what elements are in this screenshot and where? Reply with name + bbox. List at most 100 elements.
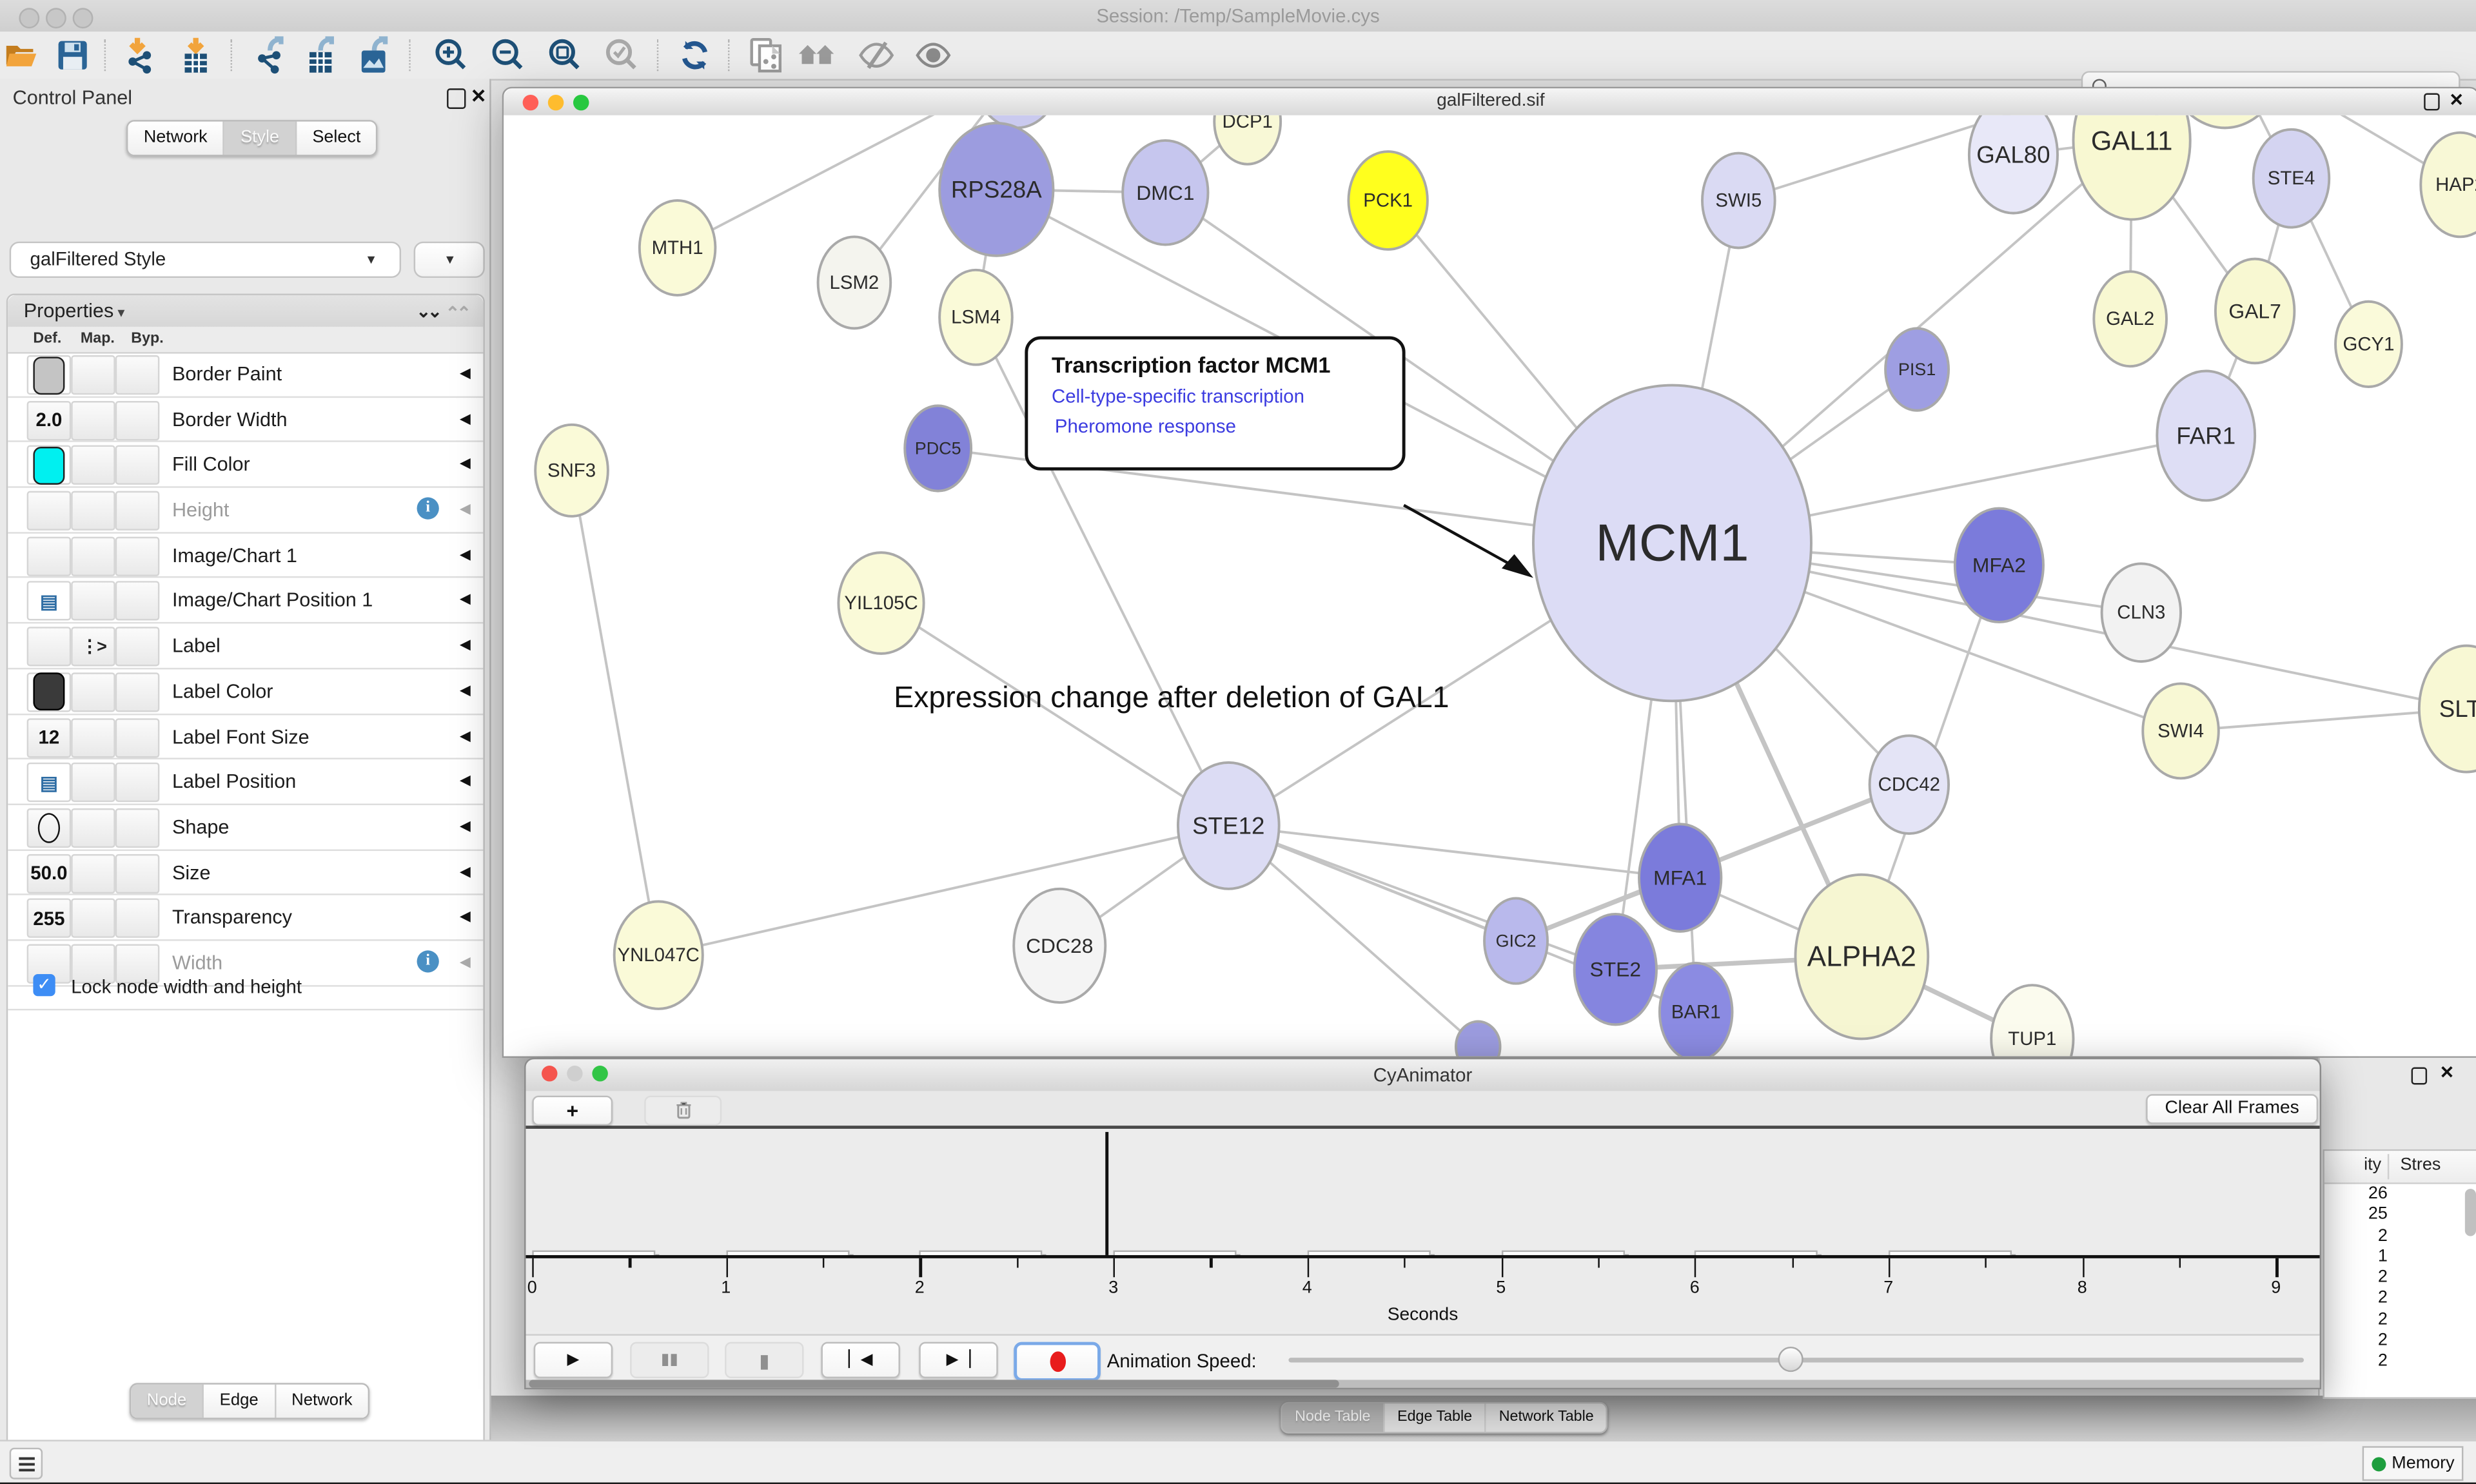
property-cell[interactable]: ▤: [26, 763, 72, 803]
cyanimator-titlebar[interactable]: CyAnimator: [526, 1059, 2320, 1093]
expand-property-icon[interactable]: ◀: [459, 681, 471, 698]
property-row[interactable]: Border Paint ◀: [8, 352, 484, 398]
property-cell[interactable]: [115, 400, 160, 440]
property-row[interactable]: Label Color ◀: [8, 669, 484, 715]
show-all-houses-icon[interactable]: [798, 36, 836, 74]
property-cell[interactable]: [115, 899, 160, 939]
table-rows[interactable]: 26 25 2 1 2 2 2 2 2: [2324, 1184, 2476, 1373]
playhead[interactable]: [1105, 1131, 1108, 1255]
property-cell[interactable]: [115, 853, 160, 893]
property-cell[interactable]: 2.0: [26, 400, 72, 440]
add-frame-button[interactable]: +: [532, 1095, 613, 1125]
refresh-icon[interactable]: [676, 36, 714, 74]
property-cell[interactable]: [71, 672, 115, 712]
export-image-icon[interactable]: [355, 36, 393, 74]
property-cell[interactable]: [115, 491, 160, 531]
edge-STE12-YNL047C[interactable]: [658, 824, 1229, 957]
edge-STE12-STE2[interactable]: [1228, 824, 1616, 971]
property-row[interactable]: Image/Chart 1 ◀: [8, 533, 484, 579]
close-panel-icon[interactable]: ✕: [470, 85, 487, 108]
show-selected-eye-icon[interactable]: [914, 36, 952, 74]
property-row[interactable]: ⋮> Label ◀: [8, 624, 484, 669]
property-row[interactable]: ▤ Image/Chart Position 1 ◀: [8, 578, 484, 624]
table-cell-value[interactable]: 2: [2377, 1289, 2388, 1308]
node-TUP1[interactable]: [1990, 984, 2075, 1057]
property-cell[interactable]: [71, 944, 115, 984]
node-RPS28A[interactable]: [938, 122, 1055, 257]
play-button[interactable]: ▶: [533, 1342, 613, 1378]
node-MFA1[interactable]: [1638, 823, 1723, 933]
hide-selected-eye-slash-icon[interactable]: [858, 36, 896, 74]
table-cell-value[interactable]: 2: [2377, 1310, 2388, 1329]
property-cell[interactable]: [71, 491, 115, 531]
timeline-scrollbar-thumb[interactable]: [529, 1380, 1339, 1388]
close-panel-icon[interactable]: ✕: [2439, 1064, 2455, 1084]
property-cell[interactable]: [71, 853, 115, 893]
node-PIS1[interactable]: [1884, 327, 1950, 412]
properties-header[interactable]: Properties ⌄⌄ ⌄⌄: [8, 295, 484, 329]
zoom-in-icon[interactable]: [433, 36, 471, 74]
minimize-icon[interactable]: [547, 93, 564, 110]
edge-ty-HAP2[interactable]: [2225, 115, 2461, 186]
timeline-scrollbar[interactable]: [526, 1380, 2320, 1388]
property-cell[interactable]: [71, 400, 115, 440]
status-menu-button[interactable]: [9, 1447, 43, 1479]
edge-STE12-YIL105C[interactable]: [880, 601, 1230, 827]
record-button[interactable]: [1014, 1342, 1101, 1381]
maximize-icon[interactable]: [573, 93, 589, 110]
import-network-icon[interactable]: [123, 36, 161, 74]
node-LSM4[interactable]: [938, 268, 1014, 366]
table-cell-value[interactable]: 2: [2377, 1267, 2388, 1287]
property-cell[interactable]: [115, 355, 160, 395]
expand-property-icon[interactable]: ◀: [459, 908, 471, 924]
close-view-icon[interactable]: ✕: [2449, 92, 2464, 111]
node-SLT2[interactable]: [2417, 644, 2476, 774]
table-cell-value[interactable]: 2: [2377, 1225, 2388, 1245]
property-row[interactable]: ▤ Label Position ◀: [8, 759, 484, 805]
property-cell[interactable]: [26, 808, 72, 848]
expand-all-icon[interactable]: ⌄⌄: [416, 303, 442, 322]
close-icon[interactable]: [522, 93, 539, 110]
tab-edge-table[interactable]: Edge Table: [1384, 1403, 1487, 1432]
expand-property-icon[interactable]: ◀: [459, 817, 471, 834]
property-cell[interactable]: 255: [26, 899, 72, 939]
node-STE12[interactable]: [1176, 761, 1281, 890]
property-cell[interactable]: 12: [26, 718, 72, 757]
lock-checkbox[interactable]: ✓: [33, 974, 55, 997]
tab-network-style[interactable]: Network: [275, 1384, 368, 1418]
property-cell[interactable]: [115, 581, 160, 621]
property-cell[interactable]: [115, 445, 160, 485]
property-cell[interactable]: [115, 944, 160, 984]
expand-property-icon[interactable]: ◀: [459, 364, 471, 381]
property-cell[interactable]: [115, 672, 160, 712]
edge-SNF3-YNL047C[interactable]: [570, 470, 660, 955]
property-cell[interactable]: [71, 718, 115, 757]
table-cell-value[interactable]: 1: [2377, 1247, 2388, 1266]
property-row[interactable]: Fill Color ◀: [8, 443, 484, 488]
expand-property-icon[interactable]: ◀: [459, 455, 471, 471]
network-window-titlebar[interactable]: galFiltered.sif ✕: [504, 88, 2476, 117]
annotation-box[interactable]: Transcription factor MCM1 Cell-type-spec…: [1025, 336, 1406, 471]
node-CDC42[interactable]: [1868, 734, 1950, 835]
property-row[interactable]: 50.0 Size ◀: [8, 850, 484, 896]
node-GIC2[interactable]: [1483, 897, 1549, 985]
edge-STE12-MFA1[interactable]: [1228, 824, 1680, 879]
float-view-icon[interactable]: [2424, 93, 2440, 111]
style-selector[interactable]: galFiltered Style ▼: [9, 241, 402, 278]
property-cell[interactable]: [71, 445, 115, 485]
node-SWI4[interactable]: [2141, 682, 2220, 780]
expand-property-icon[interactable]: ◀: [459, 863, 471, 879]
table-column-headers[interactable]: ity Stres: [2324, 1151, 2476, 1184]
tab-network[interactable]: Network: [128, 121, 225, 155]
clear-all-frames-button[interactable]: Clear All Frames: [2146, 1093, 2319, 1124]
property-cell[interactable]: [71, 899, 115, 939]
tab-select[interactable]: Select: [296, 121, 377, 155]
float-panel-icon[interactable]: [447, 88, 466, 109]
property-cell[interactable]: [71, 355, 115, 395]
zoom-fit-icon[interactable]: [546, 36, 584, 74]
next-frame-button[interactable]: ▶▕: [919, 1342, 998, 1378]
node-PDC5[interactable]: [903, 404, 973, 493]
collapse-all-icon[interactable]: ⌄⌄: [447, 301, 471, 321]
zoom-selected-icon[interactable]: [604, 36, 642, 74]
node-GCY1[interactable]: [2334, 300, 2403, 388]
